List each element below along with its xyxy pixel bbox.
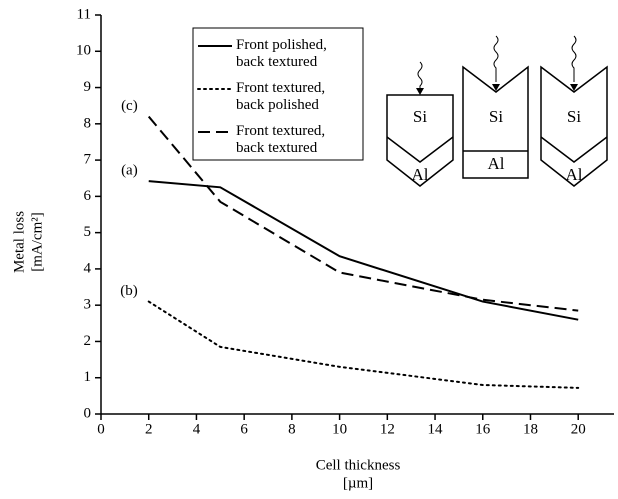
legend-label: Front textured, back textured [236, 123, 329, 156]
x-tick-label: 10 [332, 421, 347, 437]
x-tick-label: 12 [380, 421, 395, 437]
x-tick-label: 8 [288, 421, 296, 437]
x-tick-label: 4 [193, 421, 201, 437]
inset-shape [386, 94, 454, 187]
inset-label: Al [488, 154, 505, 173]
data-line [148, 180, 579, 321]
legend-label-line: Front polished, [236, 37, 331, 53]
inset-shape [540, 65, 608, 187]
x-tick-label: 0 [97, 421, 105, 437]
inset-label: Si [489, 107, 503, 126]
data-line [147, 115, 579, 312]
legend-label-line: back polished [236, 97, 319, 113]
x-tick-label: 18 [523, 421, 538, 437]
arrow-head [492, 84, 500, 91]
x-tick-label: 20 [571, 421, 586, 437]
y-axis-label: Metal loss [11, 211, 27, 273]
inset-label: Al [412, 165, 429, 184]
light-arrows [417, 35, 577, 94]
arrow-head [416, 88, 424, 95]
legend-label-line: Front textured, [236, 123, 329, 139]
y-tick-label: 2 [84, 333, 92, 349]
data-line [147, 300, 580, 389]
legend-label-line: Front textured, [236, 80, 329, 96]
y-tick-label: 3 [84, 297, 92, 313]
x-tick-label: 6 [240, 421, 248, 437]
y-tick-label: 11 [77, 6, 91, 22]
x-tick-label: 16 [475, 421, 491, 437]
y-tick-label: 0 [84, 405, 92, 421]
series-tag: (c) [121, 98, 138, 114]
y-tick-label: 5 [84, 224, 92, 240]
y-tick-label: 1 [84, 369, 92, 385]
x-axis-label: [µm] [343, 475, 373, 491]
legend-label: Front polished, back textured [236, 37, 331, 70]
legend-label-line: back textured [236, 140, 318, 156]
x-axis-label: Cell thickness [316, 457, 401, 473]
y-tick-label: 9 [84, 79, 92, 95]
legend-label-line: back textured [236, 54, 318, 70]
arrow-head [570, 84, 578, 91]
y-tick-label: 4 [84, 260, 92, 276]
inset-label: Si [413, 107, 427, 126]
series-tag: (b) [120, 283, 138, 299]
arrow [493, 35, 499, 82]
y-tick-label: 7 [84, 152, 92, 168]
inset-shapes [386, 65, 608, 187]
arrow [417, 61, 423, 94]
inset-label: Si [567, 107, 581, 126]
arrow [571, 35, 577, 82]
x-tick-label: 2 [145, 421, 153, 437]
series-tag: (a) [121, 163, 138, 179]
legend-box [192, 27, 364, 161]
y-axis-label: [mA/cm²] [29, 212, 45, 271]
x-tick-label: 14 [428, 421, 444, 437]
arrow-heads [416, 84, 578, 95]
y-tick-label: 10 [76, 43, 91, 59]
y-tick-label: 6 [84, 188, 92, 204]
inset-label: Al [566, 165, 583, 184]
y-tick-label: 8 [84, 115, 92, 131]
inset-interface [540, 136, 608, 163]
legend-label: Front textured, back polished [236, 80, 329, 113]
inset-interface [386, 136, 454, 163]
